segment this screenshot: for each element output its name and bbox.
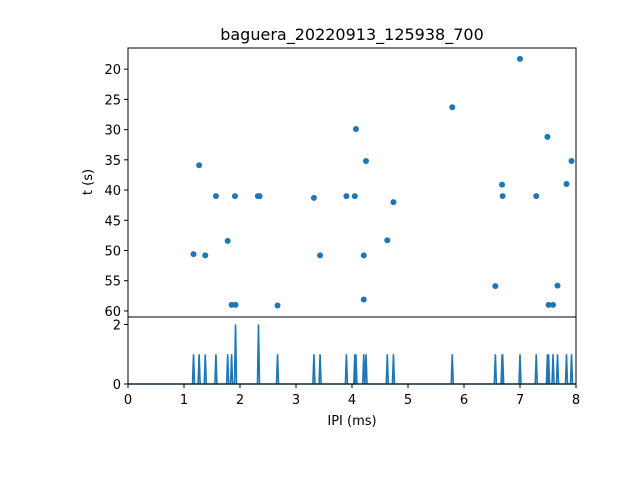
scatter-point [190,251,197,258]
y-axis-ticks: 20 25 30 35 40 45 50 55 60 [104,63,128,320]
scatter-point [196,162,203,169]
y-tick-label: 25 [104,93,121,108]
x-tick-label: 2 [236,393,244,408]
scatter-point [352,126,359,133]
scatter-point [517,55,523,62]
scatter-point [545,301,552,308]
scatter-points [190,55,575,309]
x-tick-label: 5 [404,393,412,408]
scatter-point [363,158,369,165]
x-tick-label: 3 [292,393,300,408]
x-tick-label: 8 [572,393,580,408]
scatter-point [360,296,367,303]
scatter-panel: 20 25 30 35 40 45 50 55 60 t (s) [81,47,577,320]
y-tick-label: 60 [104,305,121,320]
y-tick-label: 30 [104,124,121,139]
scatter-point [449,104,456,111]
y-axis-label: t (s) [81,169,96,195]
y-tick-label: 20 [104,63,121,78]
x-tick-label: 1 [180,393,188,408]
histogram-y-axis-ticks: 02 [113,318,128,393]
scatter-point [492,283,499,290]
y-tick-label: 55 [104,275,121,290]
scatter-point [351,193,358,200]
scatter-point [274,302,281,309]
x-axis-label: IPI (ms) [327,414,376,429]
x-tick-label: 7 [516,393,524,408]
chart-title: baguera_20220913_125938_700 [220,25,484,45]
scatter-point [202,252,209,259]
scatter-point [317,252,324,259]
histogram-y-tick-label: 0 [113,378,121,393]
x-tick-label: 6 [460,393,468,408]
x-tick-label: 4 [348,393,356,408]
scatter-point [231,193,238,200]
y-tick-label: 40 [104,184,121,199]
histogram-axes-frame [127,316,577,385]
scatter-point [384,237,391,244]
x-tick-label: 0 [124,393,132,408]
scatter-point [343,193,350,200]
scatter-point [544,133,551,140]
scatter-point [499,181,506,188]
scatter-point [499,193,506,200]
y-tick-label: 35 [104,154,121,169]
scatter-point [212,193,219,200]
scatter-point [390,199,397,206]
scatter-point [256,193,263,200]
scatter-point [554,282,561,289]
y-tick-label: 50 [104,245,121,260]
x-axis-ticks: 0 1 2 3 4 5 6 7 8 [124,384,580,408]
scatter-point [533,193,540,200]
scatter-point [224,237,231,244]
scatter-point [232,301,239,308]
scatter-point [563,181,570,188]
scatter-point [550,301,557,308]
scatter-point [310,194,317,201]
histogram-y-tick-label: 2 [113,318,121,333]
scatter-point [568,158,575,165]
y-tick-label: 45 [104,214,121,229]
scatter-point [360,252,367,259]
